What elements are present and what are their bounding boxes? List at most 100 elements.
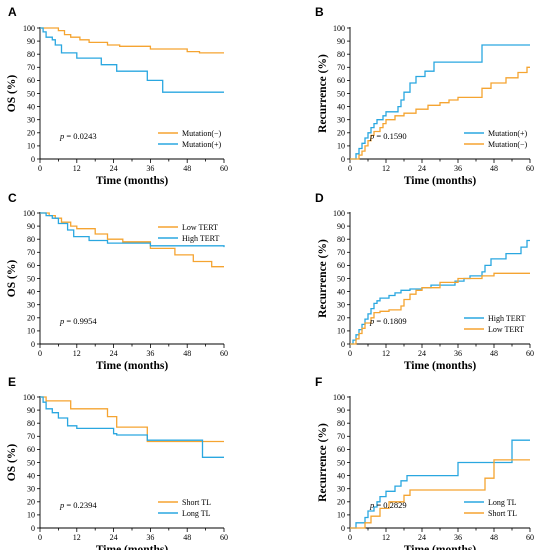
legend-label: Long TL xyxy=(182,509,211,518)
y-tick-label: 40 xyxy=(337,102,345,111)
p-number: = 0.2394 xyxy=(64,500,97,510)
x-axis-label: Time (months) xyxy=(96,360,168,372)
x-tick-label: 36 xyxy=(146,349,154,358)
x-tick-label: 60 xyxy=(526,533,534,542)
panel-label: C xyxy=(8,191,17,205)
y-tick-label: 40 xyxy=(337,287,345,296)
p-number: = 0.0243 xyxy=(64,131,96,141)
x-tick-label: 36 xyxy=(454,349,462,358)
y-tick-label: 40 xyxy=(27,102,35,111)
x-tick-label: 36 xyxy=(454,533,462,542)
p-number: = 0.1590 xyxy=(374,131,406,141)
panel-label: E xyxy=(8,375,16,389)
y-tick-label: 60 xyxy=(337,261,345,270)
y-tick-label: 90 xyxy=(27,37,35,46)
p-value: p = 0.9954 xyxy=(59,316,97,326)
y-axis-label: Recurrence (%) xyxy=(317,423,329,502)
y-tick-label: 70 xyxy=(337,248,345,257)
y-tick-label: 30 xyxy=(337,301,345,310)
panel-f: F 0 10 20 30 40 50 60 70 80 90 100 0 12 24 36 48 60 Time (… xyxy=(315,375,534,550)
legend-label: Mutation(−) xyxy=(182,129,222,138)
legend-label: Mutation(−) xyxy=(488,140,528,149)
x-tick-label: 0 xyxy=(348,533,352,542)
legend: Mutation(−) Mutation(+) xyxy=(158,129,222,149)
p-value: p = 0.2394 xyxy=(59,500,97,510)
x-tick-label: 12 xyxy=(73,349,81,358)
panel-label: B xyxy=(315,5,324,19)
series-line-2 xyxy=(350,272,530,345)
p-value: p = 0.2829 xyxy=(369,500,407,510)
legend-label: Mutation(+) xyxy=(488,129,528,138)
panel-d: D 0 10 20 30 40 50 60 70 80 90 100 0 12 24 36 48 60 Time (… xyxy=(315,191,534,372)
x-tick-label: 60 xyxy=(220,349,228,358)
legend-label: Short TL xyxy=(182,498,211,507)
legend-label: High TERT xyxy=(488,314,525,323)
x-tick-label: 0 xyxy=(38,533,42,542)
y-tick-label: 80 xyxy=(27,235,35,244)
y-tick-label: 30 xyxy=(337,485,345,494)
y-tick-label: 50 xyxy=(27,89,35,98)
y-tick-label: 80 xyxy=(337,235,345,244)
y-tick-label: 10 xyxy=(337,511,345,520)
series-line-2 xyxy=(350,459,530,529)
y-axis-label: OS (%) xyxy=(6,444,18,482)
y-tick-label: 100 xyxy=(23,24,35,33)
y-tick-label: 100 xyxy=(23,209,35,218)
x-tick-label: 60 xyxy=(220,164,228,173)
y-tick-label: 50 xyxy=(27,274,35,283)
series-line-1 xyxy=(40,396,224,443)
y-tick-label: 60 xyxy=(27,261,35,270)
y-tick-label: 50 xyxy=(27,458,35,467)
p-number: = 0.2829 xyxy=(374,500,406,510)
y-tick-label: 10 xyxy=(337,142,345,151)
y-tick-label: 20 xyxy=(27,498,35,507)
p-value: p = 0.1590 xyxy=(369,131,407,141)
series-line-2 xyxy=(40,27,224,93)
y-tick-label: 40 xyxy=(27,287,35,296)
x-tick-label: 24 xyxy=(418,533,426,542)
x-axis-label: Time (months) xyxy=(404,175,476,187)
x-tick-label: 48 xyxy=(183,349,191,358)
x-tick-label: 48 xyxy=(490,533,498,542)
y-tick-label: 20 xyxy=(27,129,35,138)
y-tick-label: 0 xyxy=(341,340,345,349)
x-tick-label: 12 xyxy=(382,164,390,173)
y-tick-label: 10 xyxy=(27,511,35,520)
legend-label: High TERT xyxy=(182,234,219,243)
legend: Short TL Long TL xyxy=(158,498,211,518)
y-axis-label: OS (%) xyxy=(6,260,18,298)
p-value: p = 0.1809 xyxy=(369,316,407,326)
x-tick-label: 0 xyxy=(38,349,42,358)
x-tick-label: 60 xyxy=(526,349,534,358)
y-tick-label: 30 xyxy=(27,485,35,494)
x-axis-label: Time (months) xyxy=(96,544,168,550)
x-axis-label: Time (months) xyxy=(404,360,476,372)
y-tick-label: 90 xyxy=(337,406,345,415)
x-tick-label: 0 xyxy=(38,164,42,173)
p-symbol: p xyxy=(369,316,374,326)
x-tick-label: 24 xyxy=(418,164,426,173)
y-tick-label: 0 xyxy=(31,155,35,164)
p-number: = 0.1809 xyxy=(374,316,406,326)
series-line-1 xyxy=(350,44,530,160)
x-tick-label: 24 xyxy=(110,533,118,542)
x-tick-label: 48 xyxy=(490,164,498,173)
y-tick-label: 10 xyxy=(27,142,35,151)
x-tick-label: 60 xyxy=(526,164,534,173)
y-tick-label: 70 xyxy=(337,432,345,441)
y-tick-label: 70 xyxy=(27,248,35,257)
series-line-2 xyxy=(40,396,224,458)
y-tick-label: 30 xyxy=(27,301,35,310)
y-tick-label: 60 xyxy=(27,445,35,454)
legend: Low TERT High TERT xyxy=(158,223,219,243)
y-tick-label: 80 xyxy=(27,50,35,59)
y-tick-label: 90 xyxy=(27,222,35,231)
y-tick-label: 60 xyxy=(27,76,35,85)
y-tick-label: 0 xyxy=(31,524,35,533)
x-tick-label: 24 xyxy=(418,349,426,358)
y-tick-label: 90 xyxy=(337,222,345,231)
y-tick-label: 80 xyxy=(337,419,345,428)
y-tick-label: 20 xyxy=(337,498,345,507)
y-tick-label: 30 xyxy=(337,116,345,125)
x-tick-label: 12 xyxy=(382,349,390,358)
